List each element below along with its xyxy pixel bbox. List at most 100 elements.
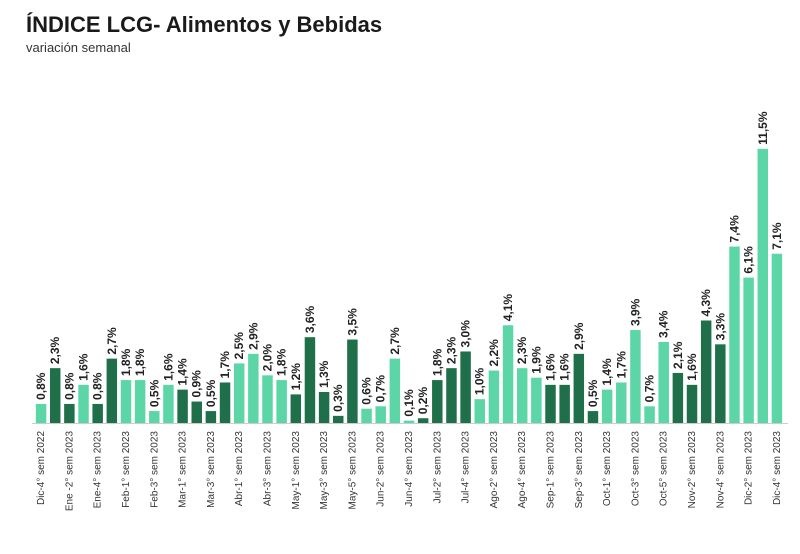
- bar-value-label: 3,3%: [713, 313, 727, 341]
- bar-value-label: 0,6%: [360, 377, 374, 405]
- x-tick-label: Feb-1° sem 2023: [121, 431, 132, 508]
- x-tick-label: Dic-4° sem 2022: [36, 431, 47, 505]
- bar-value-label: 1,8%: [119, 348, 133, 376]
- bar: [262, 375, 273, 423]
- bar-value-label: 1,8%: [275, 348, 289, 376]
- bar-value-label: 0,5%: [586, 379, 600, 407]
- bar-value-label: 1,6%: [161, 353, 175, 381]
- bar: [531, 377, 542, 423]
- bar-value-label: 1,8%: [133, 348, 147, 376]
- bar: [616, 382, 627, 423]
- x-tick-label: Oct-5° sem 2023: [659, 431, 670, 507]
- bar-value-label: 1,8%: [430, 348, 444, 376]
- bar-value-label: 1,0%: [473, 367, 487, 395]
- bar: [601, 389, 613, 423]
- bar: [163, 384, 174, 423]
- bar: [630, 330, 641, 423]
- bar: [389, 358, 401, 423]
- bar-value-label: 1,2%: [289, 363, 303, 391]
- bar-value-label: 0,5%: [204, 379, 218, 407]
- x-tick-label: Feb-3° sem 2023: [149, 431, 160, 508]
- bar: [417, 418, 429, 423]
- bar: [49, 368, 61, 423]
- bar: [205, 411, 217, 423]
- bar-value-label: 0,8%: [91, 372, 105, 400]
- bar-value-label: 0,5%: [147, 379, 161, 407]
- bar-value-label: 3,0%: [459, 320, 473, 348]
- bar: [78, 384, 89, 423]
- bar-value-label: 1,6%: [685, 353, 699, 381]
- x-tick-label: May-1° sem 2023: [291, 431, 302, 510]
- bar: [347, 339, 358, 423]
- bar-value-label: 0,7%: [374, 375, 388, 403]
- bar-value-label: 0,7%: [643, 375, 657, 403]
- bar: [545, 384, 556, 423]
- bar: [191, 401, 202, 423]
- bar-value-label: 2,9%: [246, 322, 260, 350]
- bar: [658, 341, 669, 423]
- bar-value-label: 3,9%: [628, 298, 642, 326]
- bar-value-label: 3,5%: [345, 308, 359, 336]
- bar-value-label: 2,5%: [232, 332, 246, 360]
- bar: [488, 370, 500, 423]
- bar-value-label: 11,5%: [756, 111, 770, 145]
- bar-value-label: 2,1%: [671, 341, 685, 369]
- bar-value-label: 4,1%: [501, 294, 515, 322]
- bar: [120, 380, 132, 423]
- bar-value-label: 0,9%: [190, 370, 204, 398]
- bar: [92, 403, 103, 423]
- chart-subtitle: variación semanal: [26, 40, 131, 55]
- x-tick-label: Nov-2° sem 2023: [687, 431, 698, 509]
- x-tick-label: Mar-1° sem 2023: [178, 431, 189, 508]
- x-tick-label: May-3° sem 2023: [319, 431, 330, 510]
- bar: [35, 403, 47, 423]
- bar-value-label: 1,3%: [317, 360, 331, 388]
- bar-value-label: 1,6%: [558, 353, 572, 381]
- bar-value-label: 6,1%: [742, 246, 756, 274]
- x-tick-label: Oct-3° sem 2023: [630, 431, 641, 507]
- bar: [729, 246, 740, 423]
- bar: [644, 406, 655, 423]
- bar: [318, 392, 330, 423]
- bar-value-label: 7,1%: [770, 222, 784, 250]
- bar: [516, 368, 528, 423]
- bar: [573, 353, 585, 423]
- bar: [474, 399, 485, 423]
- bar-value-label: 1,9%: [529, 346, 543, 374]
- bar: [700, 320, 712, 423]
- bar-value-label: 2,7%: [388, 327, 402, 355]
- x-tick-label: Mar-3° sem 2023: [206, 431, 217, 508]
- bar: [106, 358, 118, 423]
- bar-value-label: 2,0%: [260, 344, 274, 372]
- x-tick-label: Jul-2° sem 2023: [432, 431, 443, 504]
- bar: [290, 394, 302, 423]
- bar-value-label: 1,4%: [176, 358, 190, 386]
- bar: [64, 403, 75, 423]
- bar-value-label: 0,8%: [34, 372, 48, 400]
- bar: [248, 353, 259, 423]
- x-tick-label: Sep-1° sem 2023: [546, 431, 557, 509]
- bar: [771, 253, 783, 423]
- bar-value-label: 7,4%: [727, 215, 741, 243]
- bar: [757, 148, 769, 423]
- bar-value-label: 1,4%: [600, 358, 614, 386]
- bar: [304, 337, 316, 423]
- bar: [743, 277, 754, 423]
- bar: [587, 411, 599, 423]
- bar: [375, 406, 386, 423]
- x-tick-label: Jun-4° sem 2023: [404, 431, 415, 507]
- x-tick-label: Abr-1° sem 2023: [234, 431, 245, 507]
- bar-value-label: 0,8%: [62, 372, 76, 400]
- bar-value-label: 3,4%: [657, 310, 671, 338]
- bar-value-label: 1,7%: [218, 351, 232, 379]
- bar-value-label: 2,3%: [515, 336, 529, 364]
- bar-value-label: 0,1%: [402, 389, 416, 417]
- bar: [219, 382, 231, 423]
- bar: [403, 420, 415, 423]
- bar: [233, 363, 245, 423]
- x-tick-label: Dic-2° sem 2023: [744, 431, 755, 505]
- x-tick-label: Sep-3° sem 2023: [574, 431, 585, 509]
- x-tick-label: Oct-1° sem 2023: [602, 431, 613, 507]
- bar: [672, 372, 684, 423]
- bar-value-label: 1,7%: [614, 351, 628, 379]
